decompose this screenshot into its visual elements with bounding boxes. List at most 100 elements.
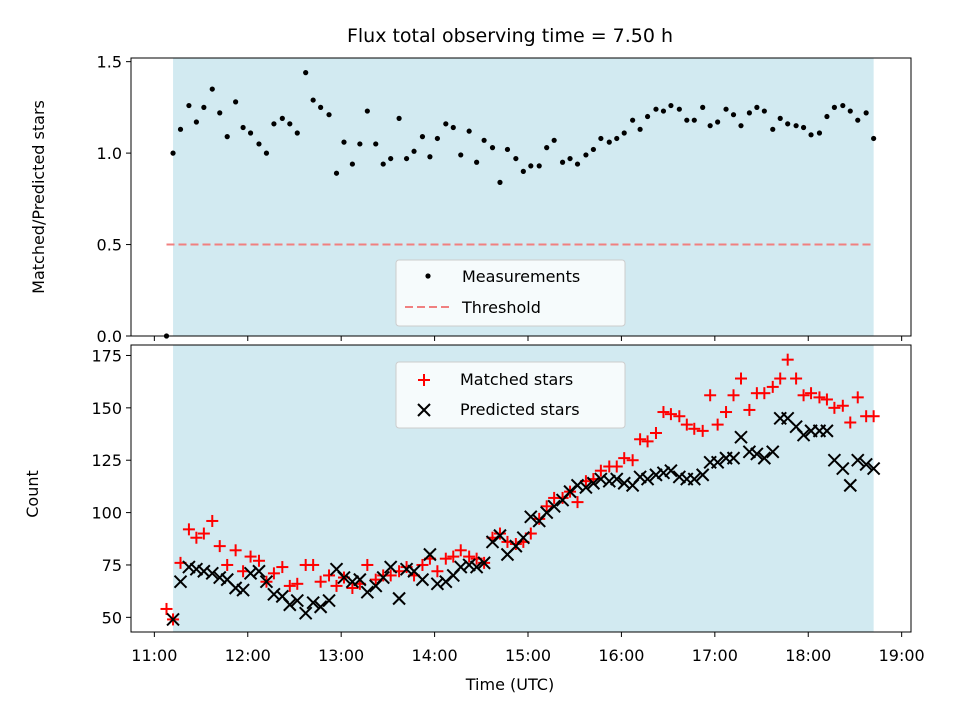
predicted-star-point — [415, 572, 430, 587]
matched-star-point — [160, 602, 173, 615]
measurement-point — [777, 115, 783, 121]
measurement-point — [668, 102, 674, 109]
matched-star-point — [820, 393, 833, 406]
measurement-point — [653, 106, 659, 112]
predicted-star-point — [189, 562, 204, 576]
matched-star-point — [696, 424, 709, 437]
measurement-point — [574, 161, 581, 167]
predicted-star-point — [243, 566, 258, 581]
predicted-star-point — [672, 470, 687, 484]
measurement-point — [443, 121, 449, 127]
predicted-star-point — [649, 468, 663, 482]
x-tick-label: 14:00 — [412, 646, 458, 665]
predicted-star-point — [493, 528, 507, 543]
matched-star-point — [439, 552, 452, 565]
matched-star-point — [790, 372, 803, 385]
matched-star-point — [828, 401, 841, 414]
ratio-panel-frame — [130, 57, 912, 337]
measurement-point — [840, 102, 846, 109]
matched-star-point — [533, 512, 546, 525]
measurement-point — [738, 123, 744, 129]
predicted-star-point — [640, 472, 655, 486]
count-panel-frame — [130, 344, 912, 633]
predicted-star-point — [859, 457, 873, 472]
chart-title: Flux total observing time = 7.50 h — [347, 25, 673, 47]
predicted-star-point — [469, 560, 484, 574]
matched-star-point — [447, 550, 460, 563]
predicted-star-point — [267, 587, 281, 601]
predicted-star-point — [430, 577, 445, 591]
measurement-point — [263, 150, 270, 156]
matched-star-point — [454, 544, 467, 557]
matched-star-point — [734, 372, 747, 385]
measurement-point — [481, 137, 487, 143]
measurement-point — [504, 146, 511, 153]
matched-star-point — [673, 410, 686, 423]
measurement-point — [396, 115, 402, 121]
predicted-star-point — [734, 430, 748, 444]
matched-star-point — [836, 399, 849, 412]
predicted-star-point — [283, 598, 297, 612]
predicted-star-point — [252, 564, 266, 578]
matched-star-point — [330, 579, 343, 592]
matched-star-point — [361, 558, 374, 571]
count-y-ticks: 50 75 100 125 150 175 — [91, 346, 131, 627]
measurement-point — [754, 104, 760, 110]
ratio-legend-box — [395, 259, 626, 327]
predicted-star-point — [695, 468, 710, 482]
measurement-point — [520, 168, 526, 174]
measurement-point — [707, 123, 713, 129]
predicted-star-point — [843, 478, 857, 493]
measurement-point — [559, 159, 566, 165]
measurement-point — [256, 141, 262, 147]
matched-star-point — [720, 406, 733, 419]
matched-star-point — [664, 408, 677, 421]
predicted-star-point — [306, 595, 320, 610]
predicted-star-point — [570, 478, 585, 493]
matched-star-point — [221, 558, 234, 571]
matched-star-point — [276, 561, 289, 574]
measurement-point — [691, 117, 697, 123]
matched-star-point — [781, 353, 794, 366]
ratio-panel: 0.0 0.5 1.0 1.5 Flux total observing time =… — [29, 25, 912, 346]
matched-star-point — [758, 387, 771, 400]
measurement-point — [217, 110, 223, 116]
measurement-point — [458, 152, 464, 158]
measurement-point — [630, 117, 636, 123]
matched-star-point — [680, 418, 693, 431]
predicted-star-point — [742, 445, 757, 459]
matched-star-point — [206, 514, 219, 527]
matched-star-point — [213, 540, 226, 553]
matched-star-point — [244, 550, 257, 563]
measurement-point — [700, 104, 706, 110]
measurement-point — [411, 148, 417, 154]
measurement-point — [388, 155, 394, 162]
predicted-star-point — [298, 606, 313, 620]
predicted-star-point — [766, 445, 780, 459]
measurement-point — [590, 146, 596, 153]
predicted-star-point — [376, 570, 390, 585]
predicted-star-point — [197, 564, 211, 578]
predicted-star-point — [851, 453, 865, 467]
matched-star-point — [797, 389, 810, 402]
measurement-point — [357, 141, 363, 147]
measurement-point — [746, 110, 752, 116]
count-legend-box — [395, 361, 626, 429]
x-tick-label: 15:00 — [505, 646, 551, 665]
predicted-star-point — [313, 600, 328, 614]
matched-star-point — [649, 426, 662, 439]
x-tick-label: 13:00 — [318, 646, 364, 665]
ratio-y-axis-label: Matched/Predicted stars — [29, 100, 48, 294]
x-tick-label: 11:00 — [131, 646, 177, 665]
matched-star-point — [867, 410, 880, 423]
matched-star-point — [634, 433, 647, 446]
measurement-point — [723, 106, 729, 112]
measurement-point — [816, 130, 823, 136]
matched-star-point — [197, 527, 210, 540]
ratio-legend: Measurements Threshold — [395, 259, 626, 327]
predicted-star-point — [726, 451, 741, 465]
matched-star-point — [416, 558, 429, 571]
measurement-point — [349, 161, 355, 167]
matched-star-point — [431, 565, 444, 578]
